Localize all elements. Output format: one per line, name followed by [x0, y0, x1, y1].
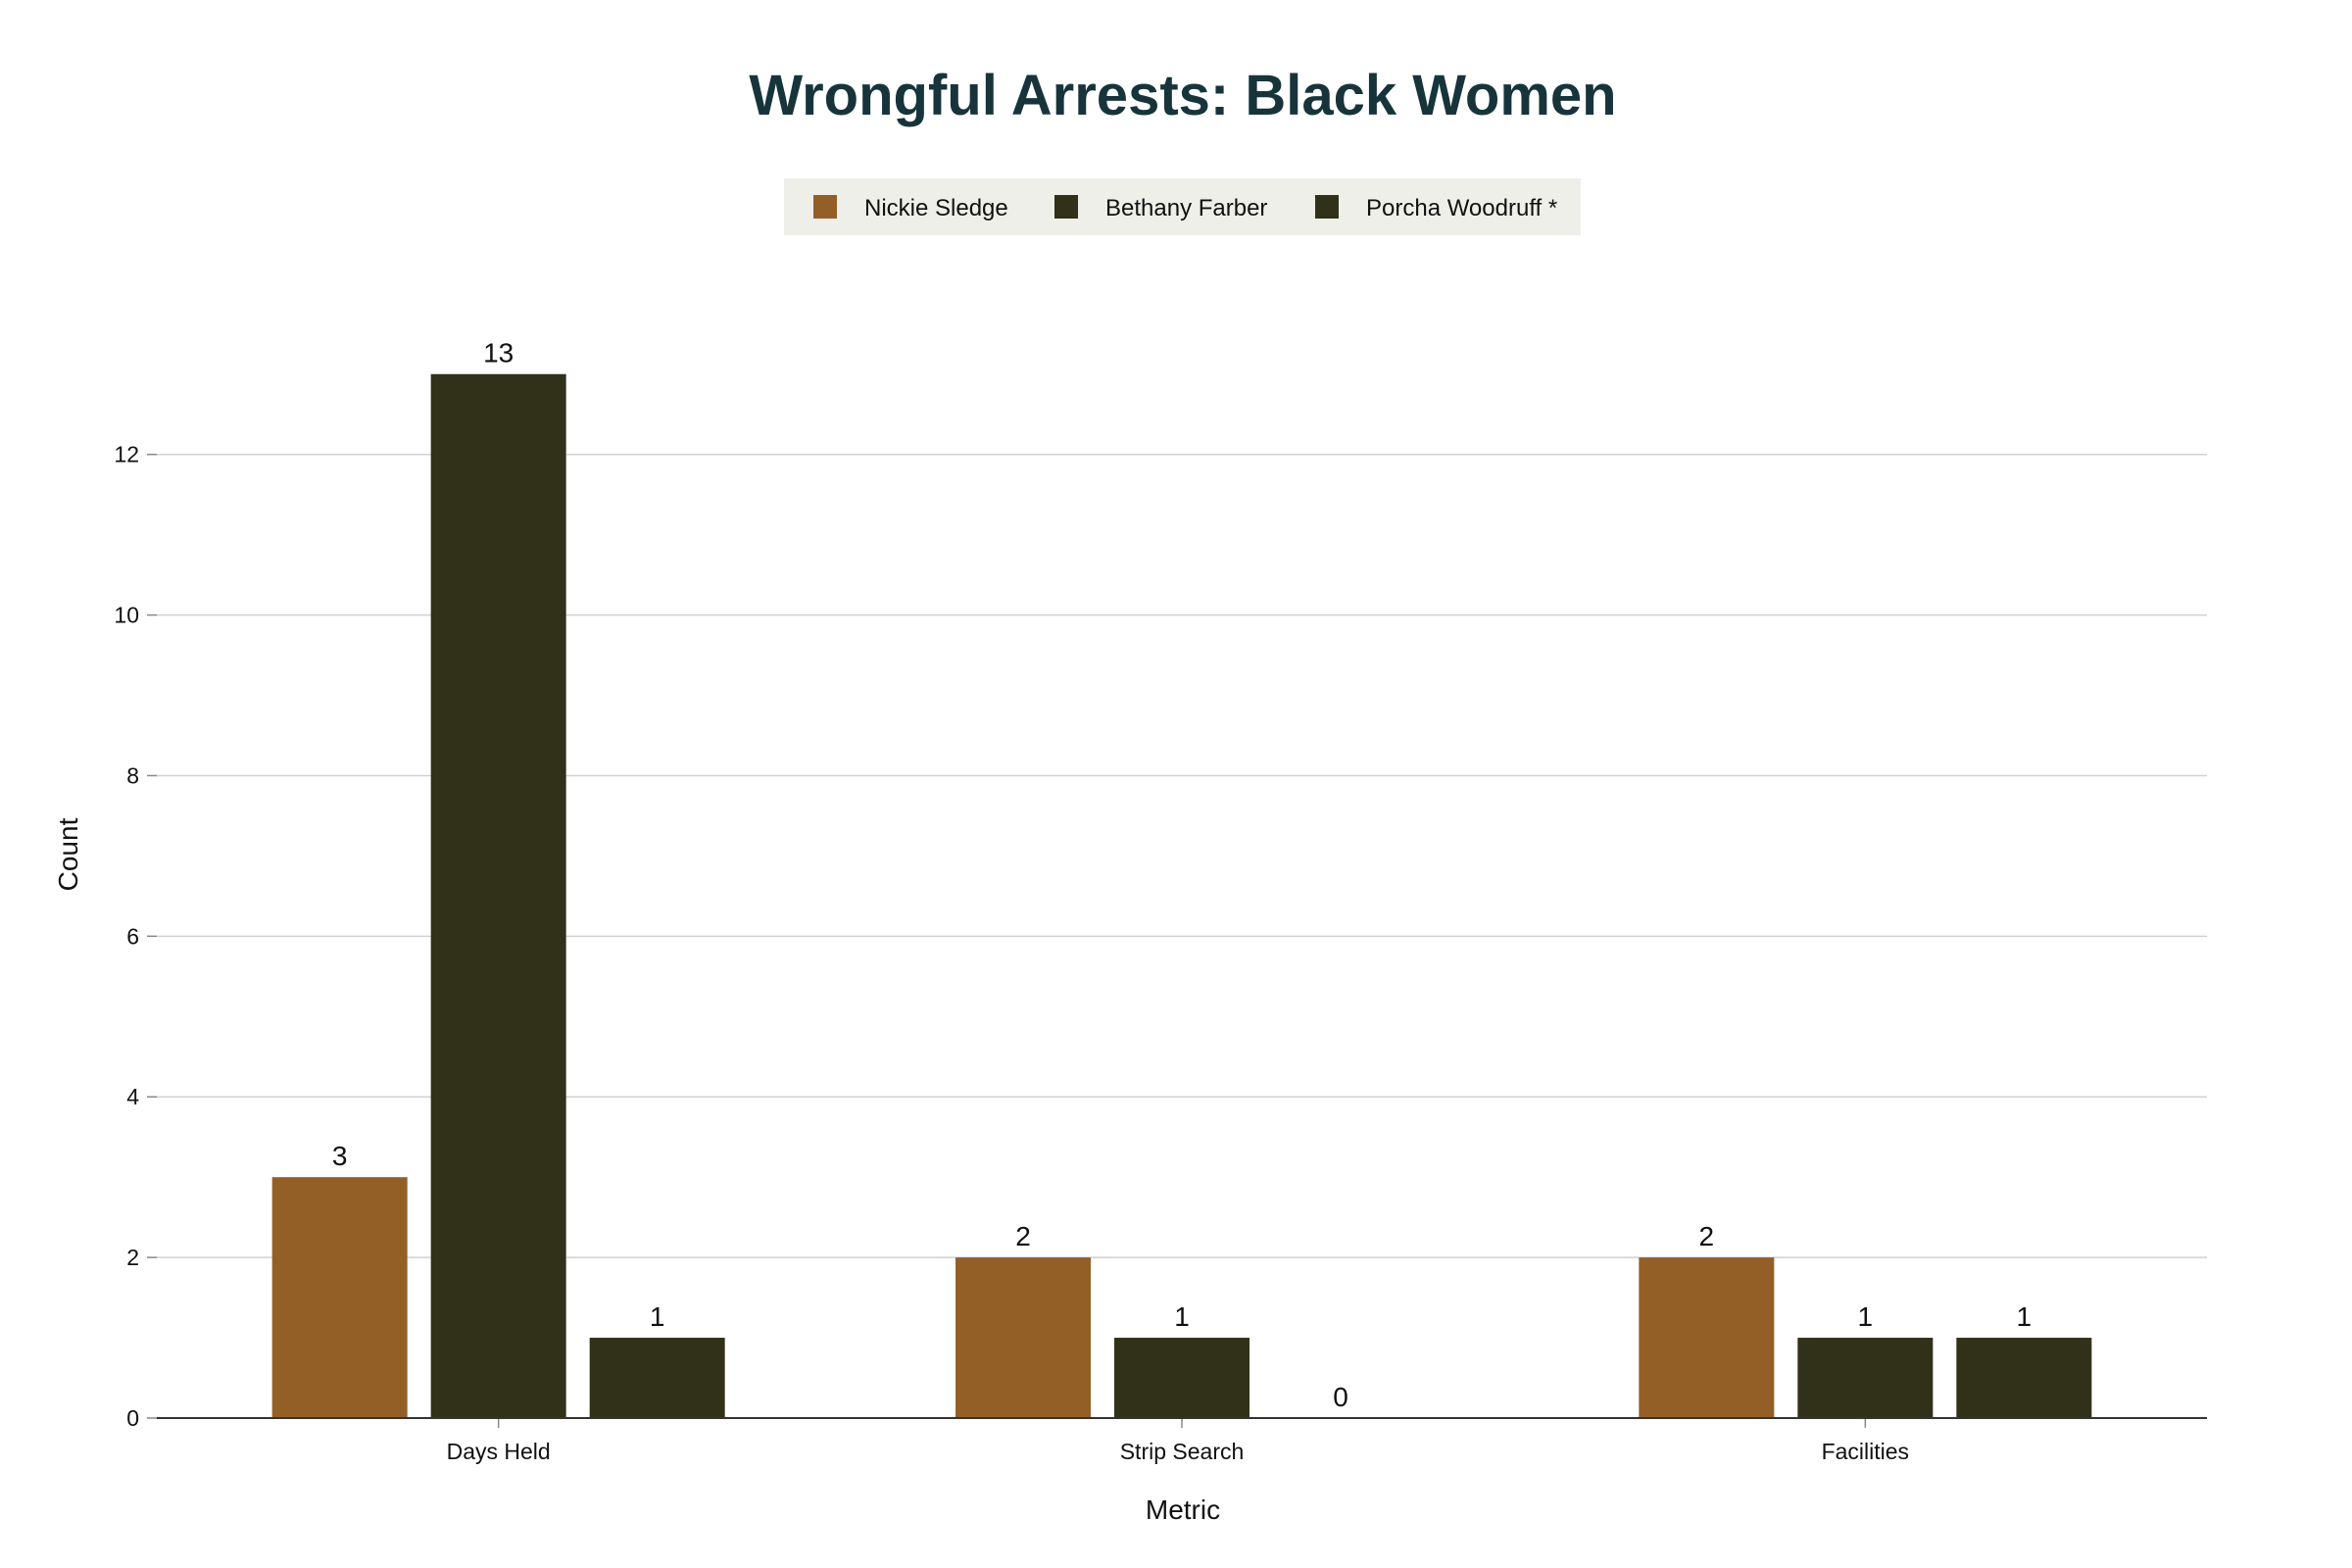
legend-background — [784, 178, 1581, 235]
bar — [1956, 1338, 2092, 1418]
y-axis-ticks: 0 2 4 6 8 10 12 — [114, 442, 157, 1431]
x-tick-label: Strip Search — [1120, 1439, 1245, 1464]
data-label: 1 — [2017, 1301, 2033, 1332]
x-tick-label: Facilities — [1822, 1439, 1909, 1464]
x-axis-ticks: Days Held Strip Search Facilities — [447, 1418, 1909, 1464]
data-label: 1 — [1174, 1301, 1190, 1332]
y-tick-label: 10 — [114, 603, 139, 628]
data-label: 2 — [1015, 1221, 1031, 1251]
bar — [956, 1257, 1091, 1418]
data-labels: 3 13 1 2 1 0 2 1 1 — [332, 338, 2032, 1412]
y-tick-label: 2 — [126, 1245, 139, 1270]
x-tick-label: Days Held — [447, 1439, 551, 1464]
y-tick-label: 8 — [126, 762, 139, 788]
legend-swatch — [813, 195, 837, 219]
y-tick-label: 6 — [126, 923, 139, 949]
bar — [1797, 1338, 1934, 1418]
legend-label: Bethany Farber — [1105, 195, 1267, 221]
y-tick-label: 4 — [126, 1084, 139, 1109]
y-axis-title: Count — [53, 817, 83, 891]
data-label: 1 — [650, 1301, 665, 1332]
legend-label: Nickie Sledge — [864, 195, 1008, 221]
data-label: 3 — [332, 1141, 348, 1171]
bars — [271, 373, 2092, 1419]
y-tick-label: 0 — [126, 1405, 139, 1431]
bar — [1114, 1338, 1250, 1418]
legend-swatch — [1315, 195, 1339, 219]
bar — [430, 373, 566, 1419]
bar — [589, 1338, 725, 1418]
bar — [1639, 1257, 1775, 1418]
data-label: 1 — [1858, 1301, 1874, 1332]
chart-title: Wrongful Arrests: Black Women — [749, 64, 1616, 127]
legend-swatch — [1054, 195, 1078, 219]
y-tick-label: 12 — [114, 442, 139, 467]
data-label: 2 — [1699, 1221, 1715, 1251]
data-label: 13 — [483, 338, 514, 368]
data-label: 0 — [1333, 1382, 1348, 1412]
legend: Nickie Sledge Bethany Farber Porcha Woodru… — [784, 178, 1581, 235]
x-axis-title: Metric — [1146, 1494, 1220, 1525]
bar — [271, 1177, 408, 1418]
legend-label: Porcha Woodruff * — [1366, 195, 1557, 221]
